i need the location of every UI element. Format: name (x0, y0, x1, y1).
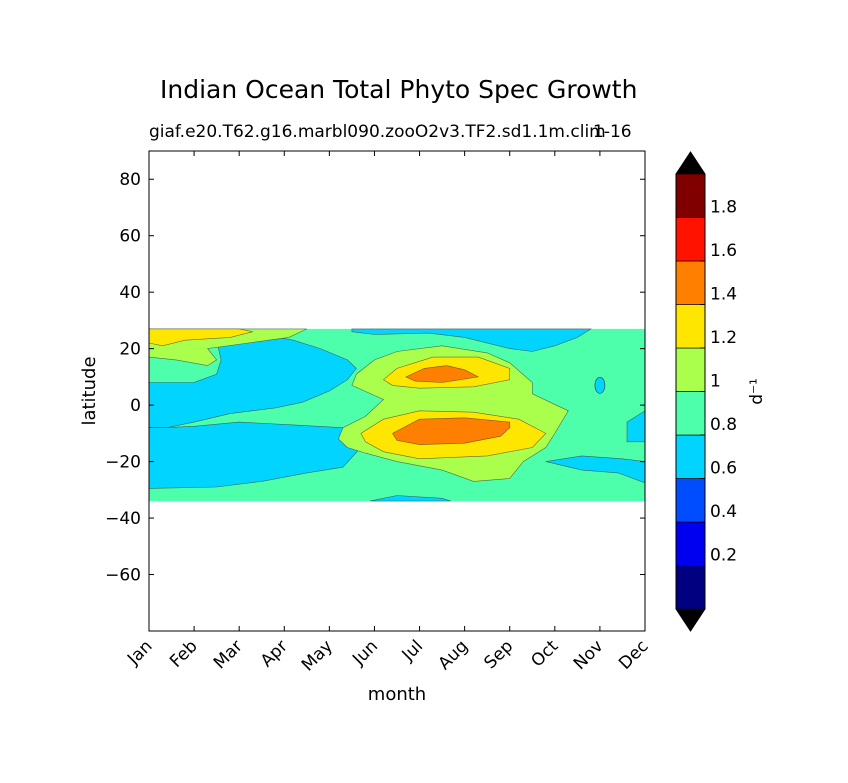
x-tick-label: Feb (166, 636, 201, 671)
contour-west-blue-tongue (148, 334, 357, 429)
colorbar-label: d⁻¹ (747, 378, 767, 405)
colorbar-segment (675, 391, 706, 436)
colorbar-tick-label: 1.8 (710, 198, 737, 218)
y-tick-label: 60 (119, 227, 141, 247)
chart-subtitle-right: 1-16 (593, 122, 632, 142)
colorbar-segment (675, 173, 706, 218)
x-tick-label: Oct (527, 636, 562, 671)
y-tick-label: −60 (105, 566, 141, 586)
contour-northwest-1.2-1.4 (148, 328, 253, 347)
colorbar-extend-top (676, 152, 705, 174)
colorbar-extend-bottom (676, 609, 705, 631)
y-tick-label: 80 (119, 170, 141, 190)
x-tick-label: Jun (348, 636, 382, 670)
x-tick-label: Jul (398, 636, 427, 665)
colorbar-tick-label: 0.2 (710, 546, 737, 566)
plot-area (148, 328, 646, 502)
contour-south-edge-blue (369, 495, 452, 502)
y-tick-label: −20 (105, 453, 141, 473)
x-tick-label: Apr (257, 636, 292, 671)
y-tick-label: 20 (119, 340, 141, 360)
plot-frame (148, 150, 646, 632)
contour-north-blue-strip (351, 328, 592, 352)
colorbar-segment (675, 565, 706, 610)
chart-subtitle-left: giaf.e20.T62.g16.marbl090.zooO2v3.TF2.sd… (149, 122, 606, 142)
colorbar-segment (675, 304, 706, 349)
colorbar-segment (675, 347, 706, 392)
colorbar-tick-label: 1.6 (710, 241, 737, 261)
y-tick-label: −40 (105, 509, 141, 529)
x-tick-label: Nov (570, 636, 608, 674)
colorbar-segment (675, 478, 706, 523)
colorbar-tick-label: 0.4 (710, 502, 737, 522)
x-tick-label: Dec (615, 636, 652, 673)
chart-title: Indian Ocean Total Phyto Spec Growth (160, 75, 638, 104)
x-tick-label: Sep (480, 636, 517, 673)
x-tick-label: May (298, 636, 337, 675)
colorbar-segment (675, 521, 706, 566)
colorbar-tick-label: 0.6 (710, 459, 737, 479)
contour-north-1.4-1.6 (405, 365, 480, 383)
contour-nov-blob (594, 377, 606, 394)
colorbar-segment (675, 260, 706, 305)
x-tick-label: Aug (435, 636, 473, 674)
colorbar: 0.2 0.4 0.6 0.8 1 1.2 1.4 1.6 1.8 d⁻¹ (675, 151, 767, 632)
colorbar-tick-label: 1.4 (710, 285, 737, 305)
colorbar-tick-label: 1.2 (710, 328, 737, 348)
colorbar-outline (675, 151, 706, 632)
y-tick-label: 40 (119, 283, 141, 303)
contour-south-1.4-1.6 (392, 417, 511, 445)
colorbar-tick-label: 0.8 (710, 415, 737, 435)
colorbar-segment (675, 217, 706, 262)
x-tick-label: Jan (123, 636, 156, 669)
colorbar-segment (675, 434, 706, 479)
y-axis-label: latitude (79, 356, 100, 425)
colorbar-tick-label: 1 (710, 372, 721, 392)
x-tick-label: Mar (210, 636, 247, 673)
y-tick-label: 0 (130, 396, 141, 416)
x-axis-label: month (368, 684, 426, 705)
